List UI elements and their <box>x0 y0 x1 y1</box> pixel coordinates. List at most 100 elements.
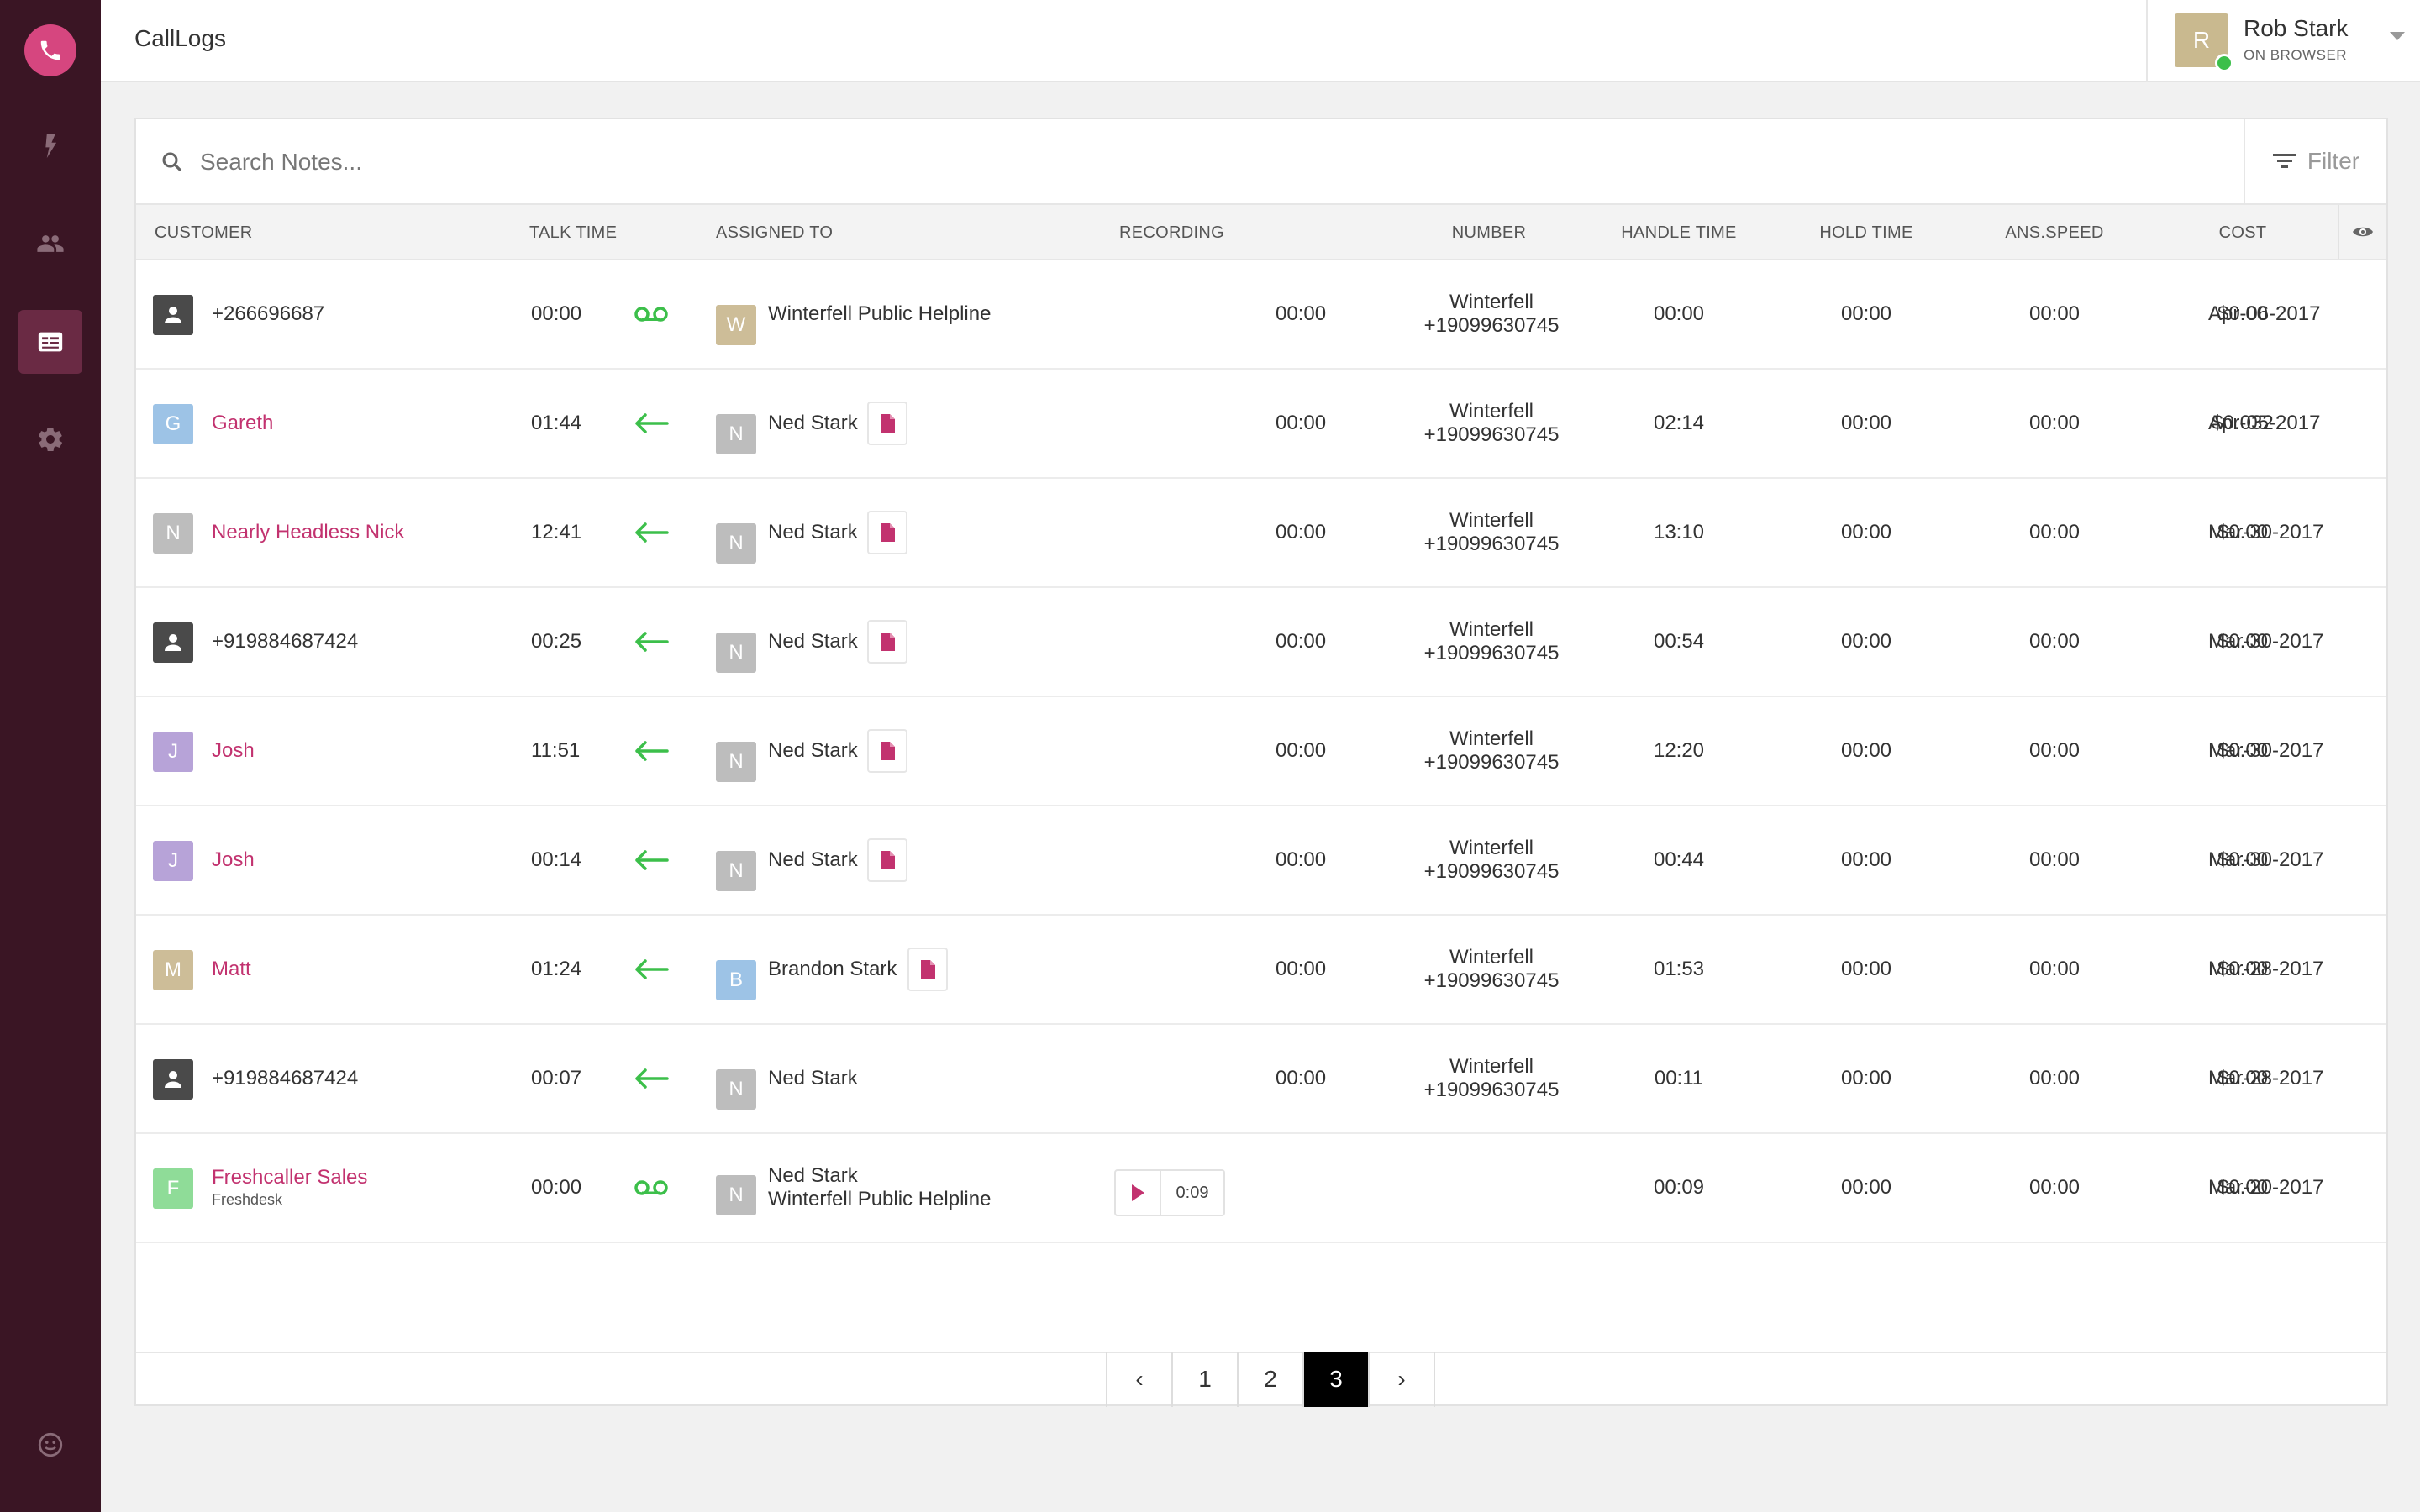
filter-button[interactable]: Filter <box>2244 119 2386 203</box>
assignee-avatar: N <box>716 742 756 782</box>
assignee-name: Brandon Stark <box>768 958 897 980</box>
col-customer[interactable]: CUSTOMER <box>155 223 253 242</box>
talk-time: 00:07 <box>531 1067 582 1089</box>
table-row[interactable]: M Matt 01:24 B Brandon Stark 00:00 Winterfell +… <box>136 916 2386 1025</box>
table-row[interactable]: N Nearly Headless Nick 12:41 N Ned Stark 00:0… <box>136 479 2386 588</box>
chat-smiley-icon[interactable] <box>18 1413 82 1477</box>
assignee-avatar: N <box>716 851 756 891</box>
cost: $0.00 <box>2217 1067 2269 1089</box>
col-number[interactable]: NUMBER <box>1451 223 1527 242</box>
assignee-initial: N <box>729 1078 744 1100</box>
talk-time: 12:41 <box>531 521 582 543</box>
customer-avatar: M <box>153 950 193 990</box>
customer-initial: M <box>165 958 182 981</box>
customer-avatar: N <box>153 513 193 554</box>
incoming-call-icon <box>632 1066 671 1091</box>
people-icon[interactable] <box>18 212 82 276</box>
incoming-call-icon <box>632 848 671 873</box>
chevron-down-icon[interactable] <box>2390 32 2405 40</box>
avatar: R <box>2175 13 2233 72</box>
handle-time: 02:14 <box>1653 412 1705 434</box>
customer-name-link[interactable]: Matt <box>212 958 251 980</box>
col-handle-time[interactable]: HANDLE TIME <box>1621 223 1737 242</box>
col-ans-speed[interactable]: ANS.SPEED <box>2005 223 2104 242</box>
note-icon[interactable] <box>908 948 948 991</box>
cost: $0.00 <box>2217 521 2269 543</box>
calllogs-icon[interactable] <box>18 310 82 374</box>
page-2-button[interactable]: 2 <box>1239 1352 1304 1407</box>
col-assigned-to[interactable]: ASSIGNED TO <box>716 223 834 242</box>
user-menu[interactable]: R Rob Stark ON BROWSER <box>2146 0 2420 82</box>
assignee-name: Ned Stark <box>768 521 858 543</box>
number-cell: Winterfell +19099630745 <box>1313 946 1670 993</box>
handle-time: 00:00 <box>1653 302 1705 325</box>
assignee-initial: N <box>729 1184 744 1206</box>
search-input[interactable] <box>200 138 2133 186</box>
hold-time: 00:00 <box>1840 1067 1892 1089</box>
customer-number: +919884687424 <box>212 630 359 653</box>
note-icon[interactable] <box>867 511 908 554</box>
table-row[interactable]: F Freshcaller Sales Freshdesk 00:00 N Ned Sta… <box>136 1134 2386 1243</box>
gear-icon[interactable] <box>18 407 82 471</box>
assignee-initial: W <box>726 313 746 336</box>
ans-speed: 00:00 <box>2028 1067 2081 1089</box>
recording-player: 0:09 <box>1114 1169 1225 1216</box>
call-date: Mar-28-2017 <box>2208 958 2324 980</box>
number-name: Winterfell <box>1449 291 1534 313</box>
assignee-initial: N <box>729 859 744 882</box>
handle-time: 00:54 <box>1653 630 1705 653</box>
col-hold-time[interactable]: HOLD TIME <box>1819 223 1913 242</box>
filter-label: Filter <box>2307 148 2360 174</box>
handle-time: 00:09 <box>1653 1176 1705 1199</box>
customer-name-link[interactable]: Gareth <box>212 412 274 434</box>
table-row[interactable]: +919884687424 00:07 N Ned Stark 00:00 Winterf… <box>136 1025 2386 1134</box>
note-icon[interactable] <box>867 402 908 445</box>
table-row[interactable]: G Gareth 01:44 N Ned Stark 00:00 Winterfell +19… <box>136 370 2386 479</box>
recording-time: 00:00 <box>1276 1067 1327 1089</box>
pagination-bar: ‹ 1 2 3 › <box>136 1352 2386 1407</box>
play-icon[interactable] <box>1116 1171 1161 1215</box>
number-value: +19099630745 <box>1423 642 1560 664</box>
table-row[interactable]: +266696687 00:00 W Winterfell Public Helpli… <box>136 260 2386 370</box>
phone-icon[interactable] <box>24 24 76 76</box>
customer-avatar: J <box>153 732 193 772</box>
col-talk-time[interactable]: TALK TIME <box>529 223 618 242</box>
ans-speed: 00:00 <box>2028 302 2081 325</box>
handle-time: 13:10 <box>1653 521 1705 543</box>
number-cell: Winterfell +19099630745 <box>1313 1055 1670 1102</box>
assignee-initial: N <box>729 641 744 664</box>
table-row[interactable]: +919884687424 00:25 N Ned Stark 00:00 Winterf… <box>136 588 2386 697</box>
next-page-button[interactable]: › <box>1370 1352 1435 1407</box>
customer-avatar: J <box>153 841 193 881</box>
recording-time: 00:00 <box>1276 630 1327 653</box>
note-icon[interactable] <box>867 620 908 664</box>
bolt-icon[interactable] <box>18 114 82 178</box>
assignee-avatar: B <box>716 960 756 1000</box>
eye-icon[interactable] <box>2338 205 2386 259</box>
number-value: +19099630745 <box>1423 751 1560 774</box>
prev-page-button[interactable]: ‹ <box>1107 1352 1173 1407</box>
call-date: Apr-06-2017 <box>2208 302 2321 325</box>
person-icon <box>153 295 193 335</box>
col-cost[interactable]: COST <box>2218 223 2267 242</box>
table-row[interactable]: J Josh 00:14 N Ned Stark 00:00 Winterfell +1909… <box>136 806 2386 916</box>
page-3-button[interactable]: 3 <box>1304 1352 1370 1407</box>
note-icon[interactable] <box>867 838 908 882</box>
customer-name-link[interactable]: Nearly Headless Nick <box>212 521 405 543</box>
customer-initial: G <box>165 412 182 435</box>
person-icon <box>153 622 193 663</box>
talk-time: 11:51 <box>531 739 581 762</box>
number-name: Winterfell <box>1449 837 1534 859</box>
customer-name-link[interactable]: Freshcaller Sales <box>212 1166 368 1189</box>
handle-time: 01:53 <box>1653 958 1705 980</box>
note-icon[interactable] <box>867 729 908 773</box>
number-name: Winterfell <box>1449 400 1534 423</box>
top-header: CallLogs R Rob Stark ON BROWSER <box>101 0 2420 82</box>
customer-name-link[interactable]: Josh <box>212 739 255 762</box>
ans-speed: 00:00 <box>2028 1176 2081 1199</box>
page-1-button[interactable]: 1 <box>1173 1352 1239 1407</box>
customer-name-link[interactable]: Josh <box>212 848 255 871</box>
customer-avatar: F <box>153 1168 193 1209</box>
table-row[interactable]: J Josh 11:51 N Ned Stark 00:00 Winterfell +1909… <box>136 697 2386 806</box>
col-recording[interactable]: RECORDING <box>1119 223 1224 242</box>
